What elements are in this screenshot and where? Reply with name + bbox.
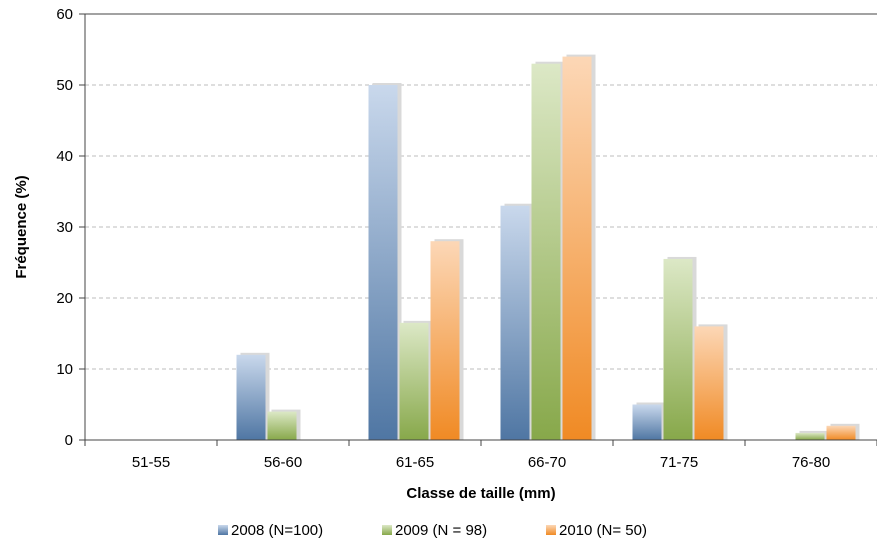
x-tick-label: 71-75 [660, 454, 698, 471]
bar [369, 85, 398, 440]
bar [633, 405, 662, 441]
bar [827, 426, 856, 440]
bar [796, 433, 825, 440]
legend-label: 2010 (N= 50) [559, 522, 647, 539]
legend-label: 2008 (N=100) [231, 522, 323, 539]
legend-swatch [218, 525, 228, 535]
legend: 2008 (N=100) 2009 (N = 98) 2010 (N= 50) [218, 522, 647, 539]
x-tick-label: 66-70 [528, 454, 566, 471]
bar [695, 326, 724, 440]
y-tick-label: 40 [56, 148, 73, 165]
x-tick-label: 51-55 [132, 454, 170, 471]
bars [237, 55, 860, 440]
axes [79, 14, 877, 446]
bar [501, 206, 530, 440]
bar [237, 355, 266, 440]
legend-label: 2009 (N = 98) [395, 522, 487, 539]
legend-swatch [546, 525, 556, 535]
y-tick-label: 20 [56, 290, 73, 307]
y-tick-label: 60 [56, 6, 73, 23]
bar [664, 259, 693, 440]
bar [563, 57, 592, 440]
y-tick-label: 10 [56, 361, 73, 378]
y-tick-label: 30 [56, 219, 73, 236]
bar [400, 323, 429, 440]
y-tick-label: 0 [65, 432, 73, 449]
y-tick-label: 50 [56, 77, 73, 94]
x-tick-label: 61-65 [396, 454, 434, 471]
bar [431, 241, 460, 440]
gridlines [85, 14, 877, 369]
x-tick-label: 56-60 [264, 454, 302, 471]
bar [268, 412, 297, 440]
x-axis-title: Classe de taille (mm) [406, 485, 555, 502]
bar [532, 64, 561, 440]
y-axis-title: Fréquence (%) [13, 175, 30, 278]
legend-swatch [382, 525, 392, 535]
x-tick-label: 76-80 [792, 454, 830, 471]
